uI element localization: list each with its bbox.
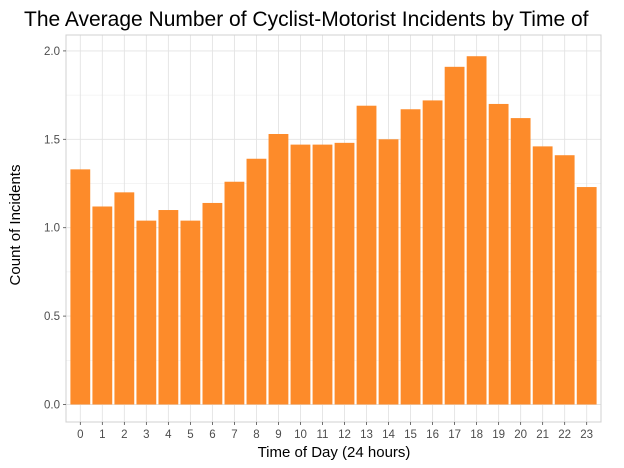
- bar-hour-18: [466, 56, 487, 405]
- x-tick-label: 9: [275, 429, 281, 441]
- x-tick-label: 3: [143, 429, 149, 441]
- x-tick-label: 11: [317, 429, 329, 441]
- x-tick-label: 22: [558, 429, 571, 441]
- chart-title: The Average Number of Cyclist-Motorist I…: [24, 8, 589, 31]
- bar-hour-0: [70, 169, 91, 405]
- bar-hour-1: [92, 206, 113, 405]
- y-tick-label: 1.5: [44, 134, 60, 146]
- x-axis-title: Time of Day (24 hours): [258, 444, 411, 461]
- bars: [70, 56, 597, 405]
- bar-hour-6: [202, 202, 223, 405]
- x-tick-label: 21: [536, 429, 549, 441]
- bar-hour-16: [422, 100, 443, 405]
- x-tick-label: 20: [514, 429, 527, 441]
- x-tick-label: 1: [99, 429, 105, 441]
- panel-border: [65, 34, 602, 423]
- x-tick-label: 10: [294, 429, 307, 441]
- x-tick-label: 12: [338, 429, 351, 441]
- bar-hour-20: [510, 118, 531, 405]
- x-tick-label: 5: [187, 429, 193, 441]
- x-tick-label: 7: [231, 429, 237, 441]
- bar-hour-3: [136, 220, 157, 405]
- x-tick-label: 4: [165, 429, 172, 441]
- bar-hour-19: [488, 103, 509, 405]
- bar-hour-5: [180, 220, 201, 405]
- y-tick-label: 2.0: [44, 46, 60, 58]
- x-tick-label: 2: [121, 429, 127, 441]
- bar-hour-14: [378, 139, 399, 405]
- bar-hour-23: [576, 187, 597, 405]
- x-axis: 0 1 2 3 4 5 6 7 8 9 10 11 12 13 14 15 16 17 18 19 20 21 22 23: [77, 422, 593, 441]
- x-tick-label: 23: [580, 429, 593, 441]
- x-tick-label: 0: [77, 429, 83, 441]
- x-tick-label: 15: [404, 429, 417, 441]
- x-tick-label: 17: [448, 429, 461, 441]
- x-tick-label: 13: [360, 429, 373, 441]
- bar-hour-22: [554, 155, 575, 405]
- y-tick-label: 0.5: [44, 311, 60, 323]
- x-tick-label: 14: [382, 429, 395, 441]
- panel-frame: [65, 34, 602, 423]
- bar-hour-21: [532, 146, 553, 405]
- y-tick-label: 1.0: [44, 223, 60, 235]
- y-axis-title: Count of Incidents: [7, 165, 24, 286]
- x-tick-label: 19: [492, 429, 505, 441]
- bar-hour-2: [114, 192, 135, 405]
- bar-hour-13: [356, 105, 377, 405]
- y-tick-label: 0.0: [44, 399, 60, 411]
- bar-hour-4: [158, 210, 179, 405]
- bar-hour-8: [246, 158, 267, 405]
- bar-hour-10: [290, 144, 311, 405]
- bar-hour-7: [224, 181, 245, 405]
- x-tick-label: 6: [209, 429, 215, 441]
- bar-hour-12: [334, 142, 355, 405]
- bar-hour-9: [268, 134, 289, 405]
- bar-hour-17: [444, 66, 465, 405]
- y-axis: 0.0 0.5 1.0 1.5 2.0: [44, 46, 66, 411]
- x-tick-label: 8: [253, 429, 259, 441]
- bar-hour-15: [400, 109, 421, 405]
- x-tick-label: 16: [426, 429, 439, 441]
- x-tick-label: 18: [470, 429, 483, 441]
- bar-hour-11: [312, 144, 333, 405]
